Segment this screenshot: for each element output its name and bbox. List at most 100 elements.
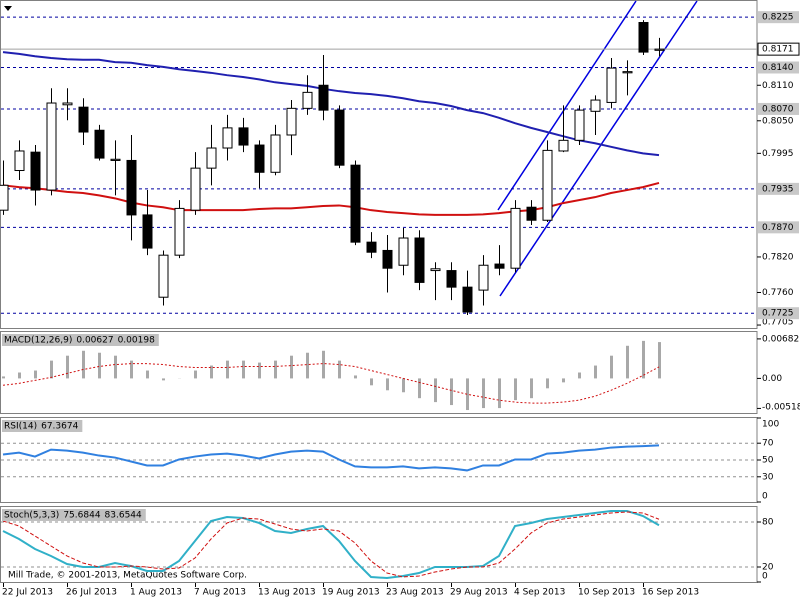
indicator-header: 0.00627 — [76, 336, 113, 346]
candle-body — [222, 127, 233, 149]
channel-line — [497, 0, 637, 211]
indicator-header: Stoch(5,3,3) — [4, 511, 59, 521]
candle-body — [142, 214, 153, 249]
candle-body — [462, 286, 473, 313]
y-tick-label: 0 — [762, 492, 768, 502]
candle-body — [190, 167, 201, 211]
level-label-bg — [758, 221, 799, 234]
candle-body — [654, 48, 665, 51]
indicator-line — [2, 509, 660, 580]
x-tick-label: 7 Aug 2013 — [194, 588, 246, 598]
y-tick-label: 0.8110 — [762, 81, 794, 91]
candle-body — [46, 102, 57, 191]
indicator-header: 0.00198 — [118, 336, 155, 346]
level-label-bg — [758, 307, 799, 320]
y-tick-label: 0.7705 — [762, 318, 794, 328]
candle-body — [254, 144, 265, 173]
candle-body — [30, 151, 41, 191]
indicator-header: 67.3674 — [41, 422, 78, 432]
candle-body — [382, 249, 393, 269]
candle-body — [430, 268, 441, 272]
level-label-bg — [758, 102, 799, 115]
x-tick-label: 1 Aug 2013 — [130, 588, 182, 598]
candle-body — [366, 241, 377, 253]
indicator-header-bg — [2, 420, 83, 432]
y-tick-label: 30 — [762, 472, 774, 482]
candle-body — [334, 109, 345, 166]
level-label: 0.7935 — [762, 184, 794, 194]
candle-body — [622, 71, 633, 74]
candle-body — [398, 237, 409, 266]
candle-body — [446, 270, 457, 288]
x-tick-label: 4 Sep 2013 — [514, 588, 565, 598]
candle-body — [174, 207, 185, 256]
level-label-bg — [758, 11, 799, 24]
indicator-header: 75.6844 — [63, 511, 100, 521]
x-tick-label: 13 Aug 2013 — [258, 588, 316, 598]
y-tick-label: 0.7820 — [762, 252, 794, 262]
candle-body — [0, 184, 9, 211]
candle-body — [78, 106, 89, 133]
y-tick-label: 70 — [762, 439, 774, 449]
candle-body — [574, 109, 585, 141]
indicator-header: MACD(12,26,9) — [4, 336, 72, 346]
y-tick-label: 0.00682 — [762, 334, 799, 344]
menu-arrow[interactable] — [4, 6, 12, 11]
footer: Mill Trade, © 2001-2013, MetaQuotes Soft… — [8, 571, 247, 581]
candle-body — [542, 149, 553, 221]
level-label-bg — [758, 61, 799, 74]
candle-body — [350, 164, 361, 243]
level-label: 0.7725 — [762, 309, 794, 319]
candle-body — [110, 158, 121, 161]
candle-body — [510, 207, 521, 269]
level-label: 0.7870 — [762, 223, 794, 233]
candle-body — [494, 263, 505, 269]
y-tick-label: 0.8050 — [762, 116, 794, 126]
candle-body — [414, 237, 425, 283]
candle-body — [638, 21, 649, 53]
last-price-bg — [757, 42, 800, 56]
candle-body — [286, 107, 297, 136]
x-tick-label: 19 Aug 2013 — [322, 588, 380, 598]
candle-body — [606, 67, 617, 103]
main-panel — [0, 0, 758, 329]
x-tick-label: 10 Sep 2013 — [578, 588, 635, 598]
candle-body — [318, 84, 329, 111]
stoch-panel — [0, 506, 758, 583]
candle-body — [590, 99, 601, 112]
indicator-line — [2, 511, 660, 578]
last-price-label: 0.8171 — [762, 45, 794, 55]
y-tick-label: 80 — [762, 518, 774, 528]
candle-body — [238, 127, 249, 146]
candle-body — [206, 147, 217, 169]
indicator-header-bg — [2, 509, 146, 521]
level-label: 0.8140 — [762, 63, 794, 73]
moving-average — [2, 51, 660, 157]
candle-body — [270, 134, 281, 173]
level-label: 0.8225 — [762, 13, 794, 23]
candle-body — [14, 150, 25, 172]
candle-body — [62, 102, 73, 106]
candle-body — [302, 91, 313, 109]
y-tick-label: -0.00518 — [762, 403, 800, 413]
y-tick-label: 0.7995 — [762, 149, 794, 159]
x-tick-label: 22 Jul 2013 — [2, 588, 53, 598]
candle-body — [478, 264, 489, 291]
y-tick-label: 0.7760 — [762, 288, 794, 298]
indicator-header: 83.6544 — [105, 511, 142, 521]
y-tick-label: 100 — [762, 420, 779, 430]
indicator-header-bg — [2, 334, 159, 346]
candle-body — [526, 206, 537, 221]
candle-body — [158, 254, 169, 298]
x-tick-label: 16 Sep 2013 — [642, 588, 699, 598]
y-tick-label: 0.00 — [762, 374, 782, 384]
x-tick-label: 26 Jul 2013 — [66, 588, 117, 598]
x-tick-label: 23 Aug 2013 — [386, 588, 444, 598]
indicator-line — [2, 444, 660, 472]
candle-body — [94, 129, 105, 159]
candle-body — [126, 159, 137, 216]
macd-signal — [2, 363, 660, 404]
indicator-header: RSI(14) — [4, 422, 37, 432]
